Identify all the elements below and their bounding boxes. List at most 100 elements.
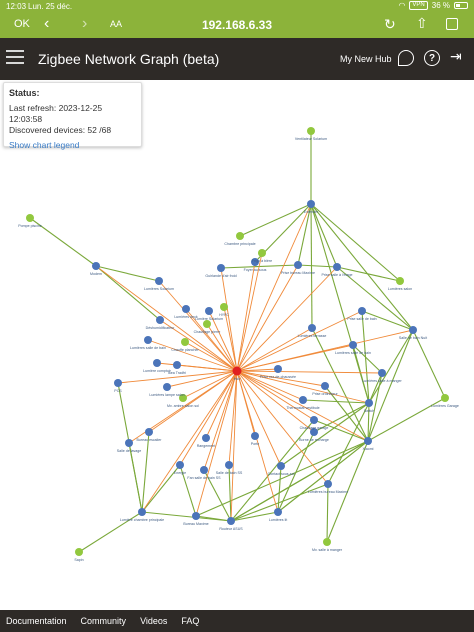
router-link (117, 382, 143, 513)
device-node-chauffage_pe[interactable] (203, 320, 211, 328)
device-node-deshumid[interactable] (156, 316, 164, 324)
device-label: Switch (364, 409, 375, 413)
device-node-bureau[interactable] (145, 428, 153, 436)
coordinator-link (236, 370, 369, 442)
device-node-r_north[interactable] (307, 200, 315, 208)
forward-icon[interactable]: › (82, 15, 88, 32)
router-link (302, 399, 370, 404)
device-node-lum_chambre[interactable] (138, 508, 146, 516)
device-node-lum_solarium[interactable] (155, 277, 163, 285)
device-node-energie[interactable] (176, 461, 184, 469)
done-button[interactable]: OK (14, 18, 30, 30)
device-node-prise_rez[interactable] (274, 365, 282, 373)
device-node-sous_sol[interactable] (125, 439, 133, 447)
coordinator-link (141, 370, 238, 513)
device-label: Ventilateur Solarium (295, 137, 327, 141)
device-node-xiaomi[interactable] (364, 437, 372, 445)
device-node-contact_ss[interactable] (277, 462, 285, 470)
ios-status-bar: 12:03 Lun. 25 déc. ◠ VPN 36 % (0, 0, 474, 12)
device-label: Sapin (74, 558, 83, 562)
device-node-lum_bureau_max[interactable] (324, 480, 332, 488)
coordinator-link (176, 364, 238, 372)
device-node-prise_ordi[interactable] (321, 382, 329, 390)
battery-percent: 36 % (431, 1, 450, 10)
notifications-icon[interactable] (398, 50, 414, 66)
footer-link-videos[interactable]: Videos (140, 616, 168, 626)
url-field[interactable]: 192.168.6.33 (201, 18, 273, 32)
device-label: Prise rez-de-chaussée (260, 375, 296, 379)
device-node-foyer[interactable] (251, 258, 259, 266)
help-icon[interactable]: ? (424, 50, 440, 66)
device-node-switch_r[interactable] (365, 399, 373, 407)
app-header: Zigbee Network Graph (beta) My New Hub ?… (0, 38, 474, 80)
device-label: PCS (114, 389, 122, 393)
router-link (230, 419, 315, 522)
device-node-lum_sdb2[interactable] (349, 341, 357, 349)
router-link (336, 266, 401, 282)
footer-link-documentation[interactable]: Documentation (6, 616, 67, 626)
device-node-guirlande[interactable] (217, 264, 225, 272)
device-node-lampe_salon[interactable] (163, 383, 171, 391)
device-node-lum_cuisine[interactable] (153, 359, 161, 367)
device-node-modem[interactable] (92, 262, 100, 270)
device-node-sapin[interactable] (75, 548, 83, 556)
device-node-hyfc[interactable] (220, 303, 228, 311)
device-node-pcs[interactable] (114, 379, 122, 387)
show-legend-link[interactable]: Show chart legend (9, 140, 80, 150)
share-icon[interactable]: ⇧ (416, 15, 428, 31)
device-node-dat[interactable] (200, 466, 208, 474)
coordinator-link (236, 264, 299, 372)
device-node-ventilo[interactable] (307, 127, 315, 135)
device-node-salle_bd[interactable] (225, 461, 233, 469)
reload-icon[interactable]: ↻ (384, 16, 396, 32)
menu-icon[interactable] (6, 50, 24, 64)
device-node-borne[interactable] (310, 428, 318, 436)
device-node-pompe[interactable] (26, 214, 34, 222)
device-node-thermo_nuit[interactable] (409, 326, 417, 334)
device-node-lum_deck[interactable] (182, 305, 190, 313)
device-node-lum_lit[interactable] (274, 508, 282, 516)
status-heading: Status: (9, 88, 40, 98)
reader-settings-button[interactable]: AA (110, 19, 123, 29)
footer-link-faq[interactable]: FAQ (181, 616, 200, 626)
device-node-chambre_pr[interactable] (236, 232, 244, 240)
device-node-bureau_max[interactable] (192, 512, 200, 520)
zigbee-graph: Hub Ventilateur Solarium Extender Pompe pis… (0, 80, 474, 610)
device-node-prise_toilette[interactable] (333, 263, 341, 271)
device-label: Salle de bain SS (216, 471, 243, 475)
device-node-mv_salle[interactable] (323, 538, 331, 546)
device-node-routeur_mi[interactable] (202, 434, 210, 442)
device-node-lum_salle_bain[interactable] (144, 336, 152, 344)
footer-link-community[interactable]: Community (80, 616, 127, 626)
device-node-porte[interactable] (251, 432, 259, 440)
tabs-icon[interactable] (446, 18, 458, 30)
device-node-lum_salon[interactable] (396, 277, 404, 285)
device-label: Prise bureau Maxime (281, 271, 315, 275)
coordinator-link (228, 370, 238, 466)
router-link (203, 469, 232, 522)
router-link (95, 265, 160, 282)
device-node-prise_frigo[interactable] (258, 249, 266, 257)
device-node-lum_salle_manger[interactable] (378, 369, 386, 377)
logout-icon[interactable]: ⇥ (450, 48, 462, 64)
device-node-chauffe[interactable] (181, 338, 189, 346)
device-node-lum_terrasse[interactable] (308, 324, 316, 332)
device-node-routeur_asus[interactable] (227, 517, 235, 525)
device-node-r_chauffage[interactable] (310, 416, 318, 424)
coordinator-link (236, 266, 338, 372)
device-node-lum_solarium2[interactable] (205, 307, 213, 315)
device-node-mv_ambre[interactable] (179, 394, 187, 402)
device-node-thermo_vestibule[interactable] (299, 396, 307, 404)
router-link (230, 440, 369, 522)
device-node-ikea[interactable] (173, 361, 181, 369)
hub-name[interactable]: My New Hub (340, 54, 392, 64)
back-icon[interactable]: ‹ (44, 15, 50, 32)
router-link (141, 464, 181, 513)
device-node-hub[interactable] (232, 366, 242, 376)
coordinator-link (206, 323, 238, 372)
device-node-salle_bain[interactable] (358, 307, 366, 315)
router-link (367, 329, 414, 442)
coordinator-link (208, 310, 238, 372)
device-node-prise_bureau[interactable] (294, 261, 302, 269)
device-node-lum_garage[interactable] (441, 394, 449, 402)
